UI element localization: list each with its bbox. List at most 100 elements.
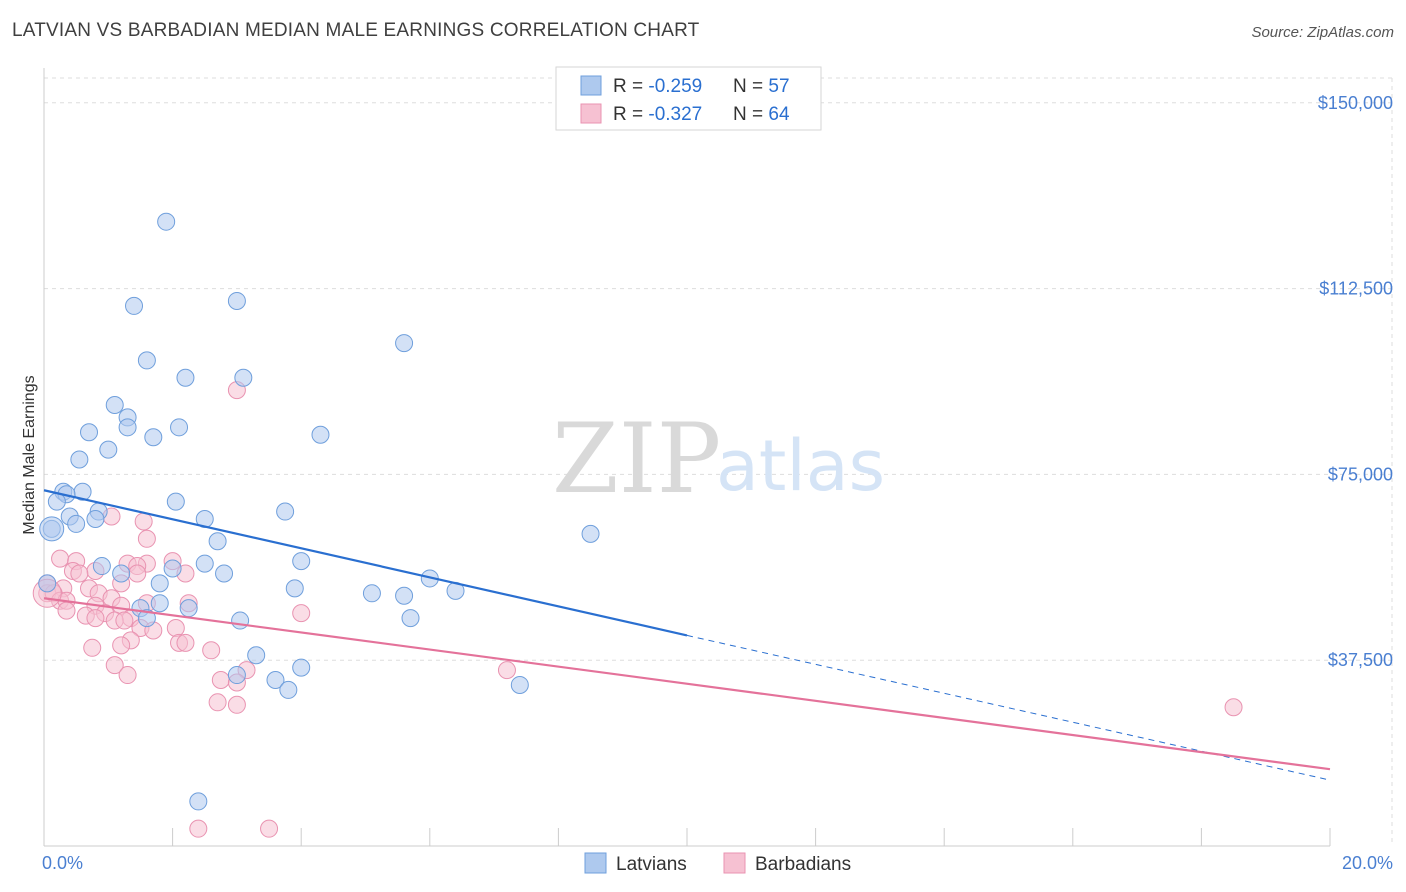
legend-swatch-barbadians [580, 103, 602, 124]
series-legend: Latvians Barbadians [584, 852, 851, 875]
barbadians-point-54 [1224, 698, 1243, 717]
latvians-point-38 [150, 574, 169, 593]
barbadians-point-29 [57, 601, 76, 620]
barbadians-point-43 [112, 636, 131, 655]
barbadians-point-31 [292, 604, 311, 623]
latvians-point-1 [227, 291, 246, 310]
barbadians-point-56 [260, 819, 279, 838]
barbadians-point-46 [105, 656, 124, 675]
svg-text:R = -0.327: R = -0.327 [613, 104, 702, 125]
barbadians-point-50 [211, 671, 230, 690]
barbadians-point-42 [176, 633, 195, 652]
latvians-point-45 [179, 599, 198, 618]
latvians-point-55 [189, 792, 208, 811]
legend-n-value-latvians: 57 [768, 76, 789, 97]
latvians-point-23 [276, 502, 295, 521]
x-tick-label-max: 20.0% [1342, 853, 1393, 873]
legend-bottom-swatch-latvians[interactable] [584, 852, 607, 874]
latvians-point-47 [231, 611, 250, 630]
latvians-trend-line [43, 489, 688, 637]
legend-bottom-label-barbadians[interactable]: Barbadians [755, 854, 851, 875]
chart-source: Source: ZipAtlas.com [1251, 24, 1394, 41]
latvians-point-33 [163, 559, 182, 578]
latvians-point-2 [125, 296, 144, 315]
axes [43, 68, 1331, 847]
latvians-point-31 [195, 554, 214, 573]
barbadians-point-44 [83, 638, 102, 657]
trend-lines [43, 489, 1331, 781]
svg-text:N = 57: N = 57 [733, 76, 790, 97]
legend-n-label-barbadians: N = [733, 104, 768, 125]
correlation-legend: R = -0.259 N = 57 R = -0.327 N = 64 [555, 66, 822, 131]
latvians-point-19 [47, 492, 66, 511]
barbadians-point-49 [118, 666, 137, 685]
grid-lines [44, 77, 1393, 846]
latvians-point-26 [67, 514, 86, 533]
barbadians-point-13 [128, 564, 147, 583]
legend-r-value-barbadians: -0.327 [648, 104, 702, 125]
svg-text:R = -0.259: R = -0.259 [613, 76, 702, 97]
latvians-point-4 [137, 351, 156, 370]
legend-n-label-latvians: N = [733, 76, 768, 97]
barbadians-point-3 [137, 529, 156, 548]
latvians-point-11 [80, 423, 99, 442]
barbadians-point-55 [189, 819, 208, 838]
y-tick-label-0: $37,500 [1328, 650, 1393, 670]
barbadians-point-37 [166, 618, 185, 637]
y-tick-label-3: $150,000 [1318, 93, 1393, 113]
latvians-point-0 [157, 212, 176, 231]
barbadians-point-33 [86, 609, 105, 628]
tick-labels: $37,500 $75,000 $112,500 $150,000 0.0% 20.0% [42, 93, 1393, 873]
legend-n-value-barbadians: 64 [768, 104, 790, 125]
latvians-point-13 [311, 425, 330, 444]
latvians-point-48 [401, 609, 420, 628]
latvians-point-50 [292, 658, 311, 677]
legend-r-value-latvians: -0.259 [648, 76, 702, 97]
latvians-point-14 [99, 440, 118, 459]
watermark-zip: ZIP [552, 403, 721, 515]
barbadians-point-45 [202, 641, 221, 660]
barbadians-point-36 [115, 611, 134, 630]
svg-text:N = 64: N = 64 [733, 104, 790, 125]
barbadians-point-12 [70, 564, 89, 583]
latvians-point-29 [208, 532, 227, 551]
chart-title: LATVIAN VS BARBADIAN MEDIAN MALE EARNING… [12, 20, 700, 41]
latvians-point-7 [105, 396, 124, 415]
barbadians-point-2 [134, 512, 153, 531]
latvians-point-32 [92, 557, 111, 576]
latvians-point-cluster [39, 516, 65, 542]
latvians-point-42 [395, 586, 414, 605]
legend-bottom-swatch-barbadians[interactable] [723, 852, 746, 874]
latvians-point-24 [86, 509, 105, 528]
latvians-point-10 [170, 418, 189, 437]
latvians-point-12 [144, 428, 163, 447]
latvians-point-20 [166, 492, 185, 511]
latvians-point-52 [266, 671, 285, 690]
latvians-point-49 [247, 646, 266, 665]
latvians-point-41 [362, 584, 381, 603]
latvians-point-9 [118, 418, 137, 437]
legend-r-label-latvians: R = [613, 76, 648, 97]
x-tick-label-min: 0.0% [42, 853, 83, 873]
latvians-point-37 [38, 574, 57, 593]
watermark-atlas: atlas [716, 425, 885, 507]
barbadians-point-48 [497, 661, 516, 680]
latvians-point-28 [581, 524, 600, 543]
latvians-point-35 [215, 564, 234, 583]
y-axis-title: Median Male Earnings [21, 375, 38, 534]
latvians-point-46 [137, 609, 156, 628]
y-tick-label-1: $75,000 [1328, 464, 1393, 484]
latvians-point-3 [395, 334, 414, 353]
latvians-point-34 [112, 564, 131, 583]
latvians-point-54 [510, 675, 529, 694]
latvians-point-43 [150, 594, 169, 613]
latvians-point-39 [285, 579, 304, 598]
barbadians-point-52 [208, 693, 227, 712]
latvians-point-5 [176, 368, 195, 387]
watermark: ZIP atlas [552, 403, 885, 515]
legend-swatch-latvians [580, 75, 602, 96]
latvians-point-6 [234, 368, 253, 387]
barbadians-point-53 [227, 695, 246, 714]
latvians-point-30 [292, 552, 311, 571]
legend-bottom-label-latvians[interactable]: Latvians [616, 854, 687, 875]
